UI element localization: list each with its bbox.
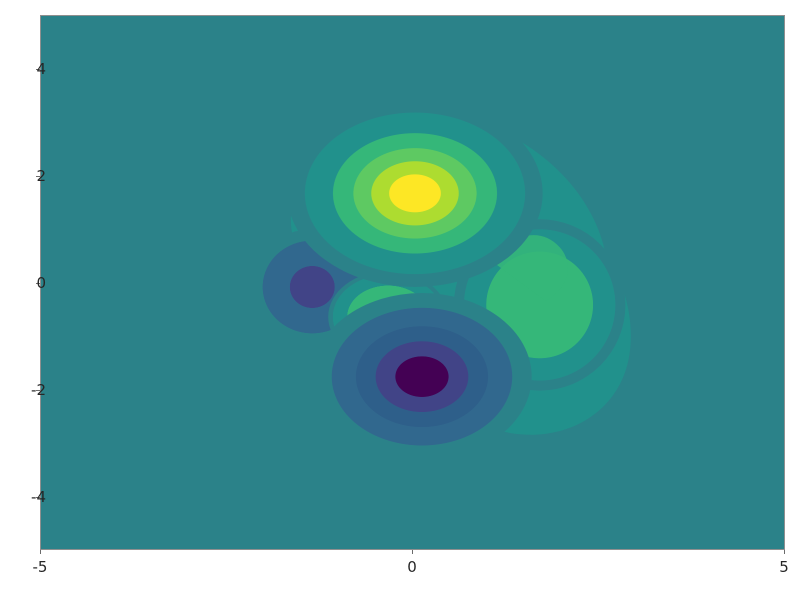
ytick-mark-4 (36, 69, 40, 70)
xtick-mark-0 (412, 550, 413, 554)
contour-feature-global-min (312, 292, 532, 461)
contour-feature-global-max (287, 99, 543, 287)
ytick-label-2: 2 (36, 167, 46, 185)
xtick-mark-neg5 (40, 550, 41, 554)
ytick-label-0: 0 (36, 274, 46, 292)
ytick-label-neg4: -4 (31, 488, 46, 506)
xtick-mark-5 (784, 550, 785, 554)
ytick-mark-0 (36, 283, 40, 284)
ytick-mark-neg2 (36, 390, 40, 391)
ytick-label-4: 4 (36, 60, 46, 78)
ytick-mark-neg4 (36, 497, 40, 498)
xtick-label-0: 0 (407, 558, 417, 576)
ytick-mark-2 (36, 176, 40, 177)
contour-plot-axes[interactable] (40, 15, 785, 550)
xtick-label-5: 5 (779, 558, 789, 576)
ytick-label-neg2: -2 (31, 381, 46, 399)
xtick-label-neg5: -5 (32, 558, 48, 576)
filled-contour-surface (41, 16, 784, 549)
